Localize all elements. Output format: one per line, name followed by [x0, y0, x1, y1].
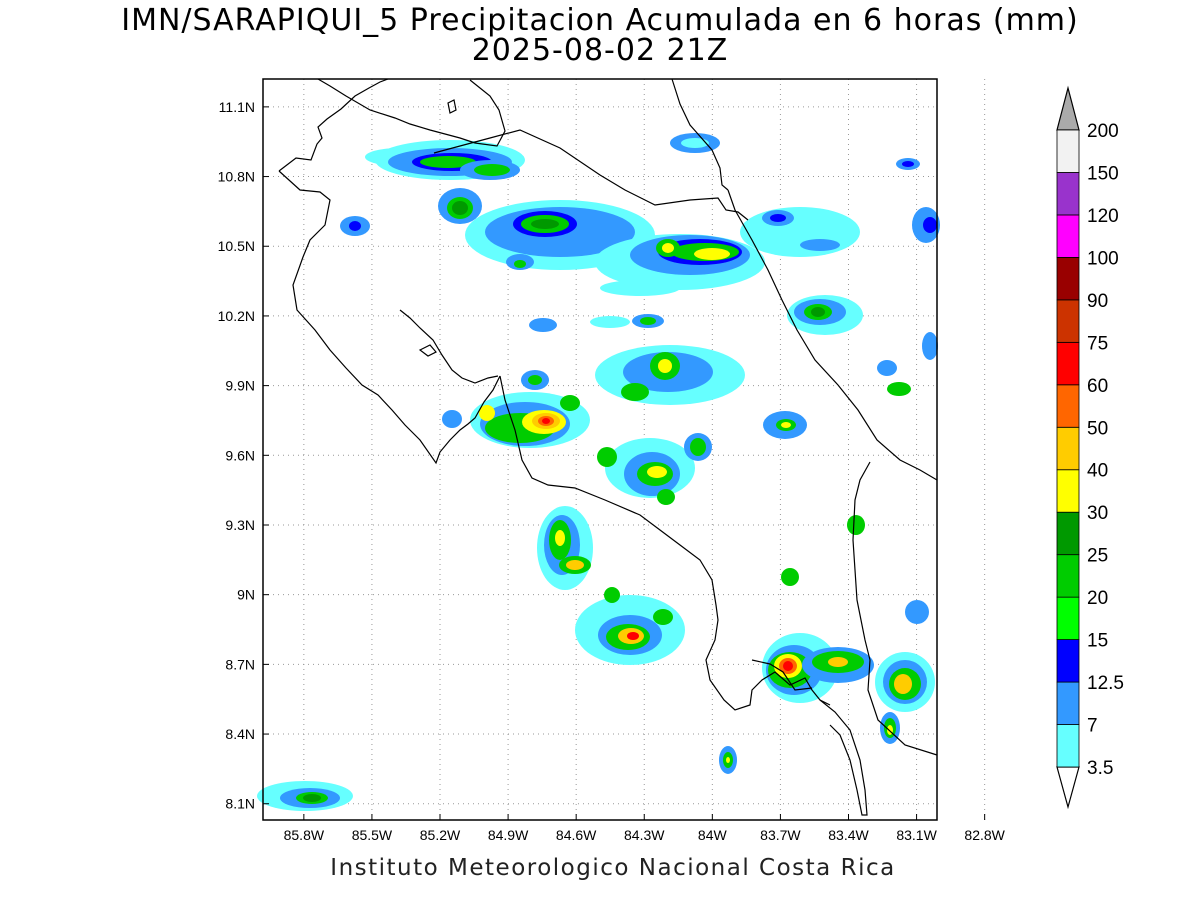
colorbar-swatch — [1056, 596, 1080, 641]
rain-cell — [521, 345, 745, 405]
lat-tick-label: 8.4N — [225, 726, 255, 742]
rain-cell — [465, 133, 720, 270]
footer-credit: Instituto Meteorologico Nacional Costa R… — [330, 855, 896, 881]
lon-tick-label: 83.7W — [760, 827, 801, 843]
colorbar-swatch — [1056, 384, 1080, 428]
colorbar-label: 100 — [1087, 248, 1119, 269]
rain-cell — [438, 188, 482, 224]
lon-tick-label: 85.8W — [284, 827, 325, 843]
rain-cell — [787, 295, 863, 335]
rain-cell — [537, 506, 593, 590]
colorbar-swatch — [1056, 554, 1080, 598]
rain-cell — [365, 140, 525, 180]
colorbar-swatch — [1056, 724, 1080, 768]
colorbar-label: 25 — [1087, 546, 1108, 567]
rain-cell — [442, 392, 590, 448]
lon-tick-label: 82.8W — [964, 827, 1005, 843]
axis-ticks: 85.8W 85.5W 85.2W 84.9W 84.6W 84.3W 84W 83.7W 83… — [218, 99, 1006, 843]
precipitation-field — [257, 133, 940, 811]
map-frame — [262, 78, 938, 821]
rain-cell — [762, 633, 874, 703]
rain-cell — [575, 587, 737, 774]
lake-nicaragua — [317, 78, 506, 147]
colorbar-swatch — [1056, 426, 1080, 471]
colorbar-label: 60 — [1087, 376, 1108, 397]
rain-cell — [763, 332, 938, 439]
colorbar-label: 200 — [1087, 121, 1119, 142]
lat-tick-label: 8.7N — [225, 656, 255, 672]
pacific-coast-central — [499, 375, 831, 711]
golfo-dulce — [819, 699, 868, 816]
lon-tick-label: 83.1W — [896, 827, 937, 843]
lon-tick-label: 83.4W — [828, 827, 869, 843]
lat-tick-label: 10.5N — [218, 238, 255, 254]
colorbar-swatch — [1056, 681, 1080, 725]
coastlines-and-borders — [278, 78, 938, 816]
rain-cell — [740, 158, 940, 257]
colorbar-label: 90 — [1087, 291, 1108, 312]
colorbar: 3.5 7 12.5 15 20 25 30 40 50 60 75 90 100 120 150 200 — [1056, 85, 1124, 810]
colorbar-label: 50 — [1087, 418, 1108, 439]
nicaragua-west-coast — [278, 78, 389, 172]
rain-cell — [340, 216, 664, 332]
osa-peninsula — [751, 659, 813, 691]
colorbar-label: 15 — [1087, 631, 1108, 652]
colorbar-low-arrow — [1056, 766, 1080, 810]
lat-tick-label: 9.9N — [225, 378, 255, 394]
rain-cell — [781, 515, 935, 744]
map-background — [263, 79, 937, 820]
lat-tick-label: 10.8N — [218, 169, 255, 185]
map-panel: 85.8W 85.5W 85.2W 84.9W 84.6W 84.3W 84W 83.7W 83… — [218, 78, 1006, 843]
lon-tick-label: 84.6W — [556, 827, 597, 843]
lat-tick-label: 11.1N — [219, 99, 255, 115]
lon-tick-label: 85.2W — [420, 827, 461, 843]
colorbar-swatch — [1056, 341, 1080, 386]
colorbar-label: 3.5 — [1087, 758, 1113, 779]
lat-tick-label: 8.1N — [225, 796, 255, 812]
colorbar-high-arrow — [1056, 85, 1080, 131]
map-datetime: 2025-08-02 21Z — [471, 33, 729, 68]
caribbean-coast — [727, 189, 938, 481]
lat-tick-label: 9N — [237, 587, 255, 603]
colorbar-label: 20 — [1087, 588, 1108, 609]
rain-cell — [597, 433, 712, 505]
rain-cell — [595, 234, 765, 296]
nicoya-gulf — [399, 309, 499, 384]
colorbar-label: 75 — [1087, 333, 1108, 354]
colorbar-swatch — [1056, 256, 1080, 301]
colorbar-swatch — [1056, 639, 1080, 683]
colorbar-label: 7 — [1087, 716, 1098, 737]
panama-border — [852, 461, 938, 756]
colorbar-swatch — [1056, 172, 1080, 216]
rio-san-juan — [671, 78, 729, 191]
nicaragua-costa-rica-border — [433, 129, 749, 221]
nicaragua-island — [447, 99, 457, 114]
lon-tick-label: 84.9W — [488, 827, 529, 843]
colorbar-swatch — [1056, 511, 1080, 556]
lat-tick-label: 10.2N — [218, 308, 255, 324]
lon-tick-label: 84.3W — [624, 827, 665, 843]
colorbar-swatch — [1056, 469, 1080, 513]
guanacaste-coast — [278, 170, 501, 465]
colorbar-label: 30 — [1087, 503, 1108, 524]
lat-tick-label: 9.3N — [225, 517, 255, 533]
lon-tick-label: 85.5W — [352, 827, 393, 843]
colorbar-swatch — [1056, 129, 1080, 173]
colorbar-swatch — [1056, 299, 1080, 343]
rain-cell — [257, 781, 353, 811]
colorbar-label: 40 — [1087, 461, 1108, 482]
lon-tick-label: 84W — [698, 827, 728, 843]
colorbar-label: 120 — [1087, 206, 1119, 227]
colorbar-label: 150 — [1087, 163, 1119, 184]
lat-tick-label: 9.6N — [225, 447, 255, 463]
colorbar-label: 12.5 — [1087, 673, 1124, 694]
map-title: IMN/SARAPIQUI_5 Precipitacion Acumulada … — [121, 3, 1079, 38]
colorbar-swatch — [1056, 214, 1080, 258]
chira-island — [418, 344, 437, 357]
